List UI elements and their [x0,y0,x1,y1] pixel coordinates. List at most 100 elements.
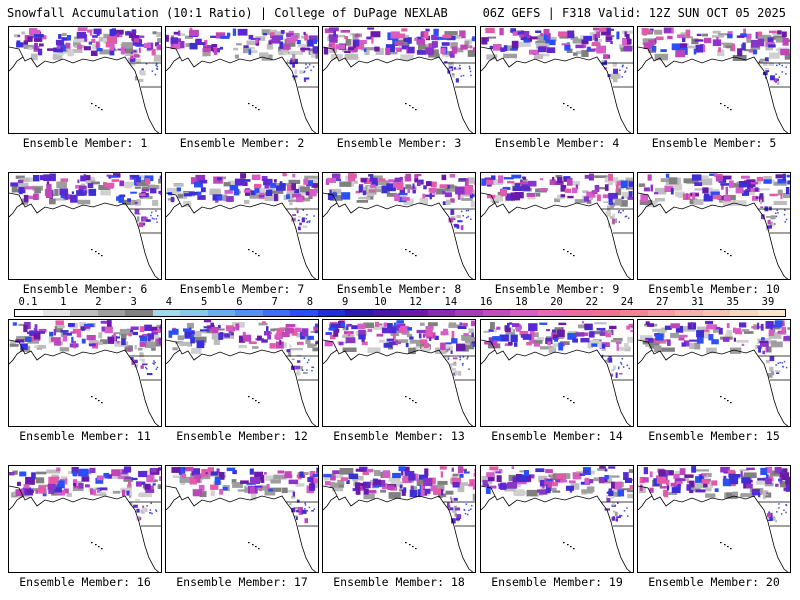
snow-field-mountain [288,200,291,202]
snow-field-heavy [627,38,632,45]
snow-field-heavy [678,337,685,341]
ensemble-member-panel [8,465,162,573]
snow-field-heavy [271,35,281,44]
snow-field-heavy [54,487,62,493]
snow-field-mountain [765,517,770,520]
snow-field-heavy [472,47,475,53]
snow-field-light [114,332,127,335]
colorbar-swatch [262,310,290,316]
island [563,103,565,105]
snow-field-heavy [727,31,733,34]
snow-field-heavy [785,478,790,485]
snow-field-light [388,492,401,499]
snow-field-heavy [214,477,221,485]
snow-field-heavy [647,323,655,327]
snow-field-light [13,34,20,38]
snow-field-heavy [781,320,785,327]
snow-field-light [73,481,82,486]
map-title: Snowfall Accumulation (10:1 Ratio) | Col… [7,6,448,20]
snow-field-heavy [440,331,449,336]
snow-field-heavy [23,484,30,489]
snow-field-heavy [449,174,456,178]
snow-dot [153,218,155,220]
island [720,396,722,398]
snow-field-heavy [445,342,452,345]
snow-field-mountain [598,345,604,348]
snow-field-mountain [451,367,456,372]
snow-field-mountain [754,345,759,350]
snow-field-heavy [84,190,87,196]
snow-field-mountain [767,219,771,225]
snow-field-heavy [178,30,181,36]
snow-field-heavy [503,45,508,52]
snow-dot [467,356,469,358]
snow-field-light [152,341,161,347]
snow-field-heavy [294,188,300,194]
ensemble-member-panel [322,26,476,134]
snow-field-heavy [560,479,567,483]
colorbar-swatch [42,310,70,316]
snow-field-heavy [141,189,149,192]
snow-field-heavy [760,342,769,347]
snow-field-light [370,175,383,180]
snow-field-light [627,493,633,499]
snow-field-light [589,32,602,37]
island [91,103,93,105]
snow-field-light [151,346,156,351]
snow-field-heavy [677,484,681,490]
snow-field-light [17,182,29,190]
snow-field-heavy [48,486,54,494]
snow-field-heavy [774,467,782,474]
snow-field-heavy [158,337,161,345]
snow-field-light [250,49,257,53]
snow-field-light [243,48,252,54]
snow-field-mountain [296,499,300,503]
snow-field-heavy [106,320,112,327]
snow-field-light [461,198,473,201]
snow-dot [460,210,463,213]
snow-dot [309,220,311,222]
snow-field-heavy [135,481,142,487]
snow-field-light [621,191,630,199]
snow-field-heavy [139,335,148,342]
snow-field-light [445,185,457,192]
snow-field-mountain [303,77,310,80]
snow-field-heavy [375,321,380,327]
snow-field-light [736,339,749,343]
snow-field-heavy [460,44,468,50]
snow-field-heavy [765,466,773,474]
snow-field-heavy [608,173,613,181]
snow-field-heavy [300,47,311,51]
snow-field-heavy [493,44,502,51]
snow-field-heavy [144,483,151,491]
snow-field-light [124,46,133,54]
snow-field-heavy [757,31,763,37]
snow-field-heavy [70,331,76,334]
snow-field-heavy [401,45,410,50]
snow-dot [783,360,786,363]
snow-field-heavy [15,339,25,343]
snow-field-heavy [671,43,680,51]
snow-field-heavy [139,326,145,333]
snow-field-heavy [86,335,96,341]
snow-field-heavy [113,332,116,341]
snow-field-heavy [286,194,290,199]
snow-field-heavy [340,30,351,33]
snow-field-mountain [605,211,611,217]
snow-field-heavy [55,320,64,326]
snow-field-light [180,482,186,486]
snow-field-heavy [12,322,17,326]
snow-field-heavy [440,48,446,54]
snow-field-light [121,332,127,340]
snow-field-heavy [742,181,748,184]
snow-field-light [186,322,194,329]
snow-field-heavy [702,329,710,332]
snow-field-light [526,489,539,497]
snow-field-light [363,322,374,329]
snow-field-light [718,33,730,36]
snow-field-heavy [554,338,558,342]
snow-field-light [694,342,701,350]
snow-field-heavy [270,32,275,38]
snowfall-map [638,466,790,572]
snow-dot [775,212,777,214]
